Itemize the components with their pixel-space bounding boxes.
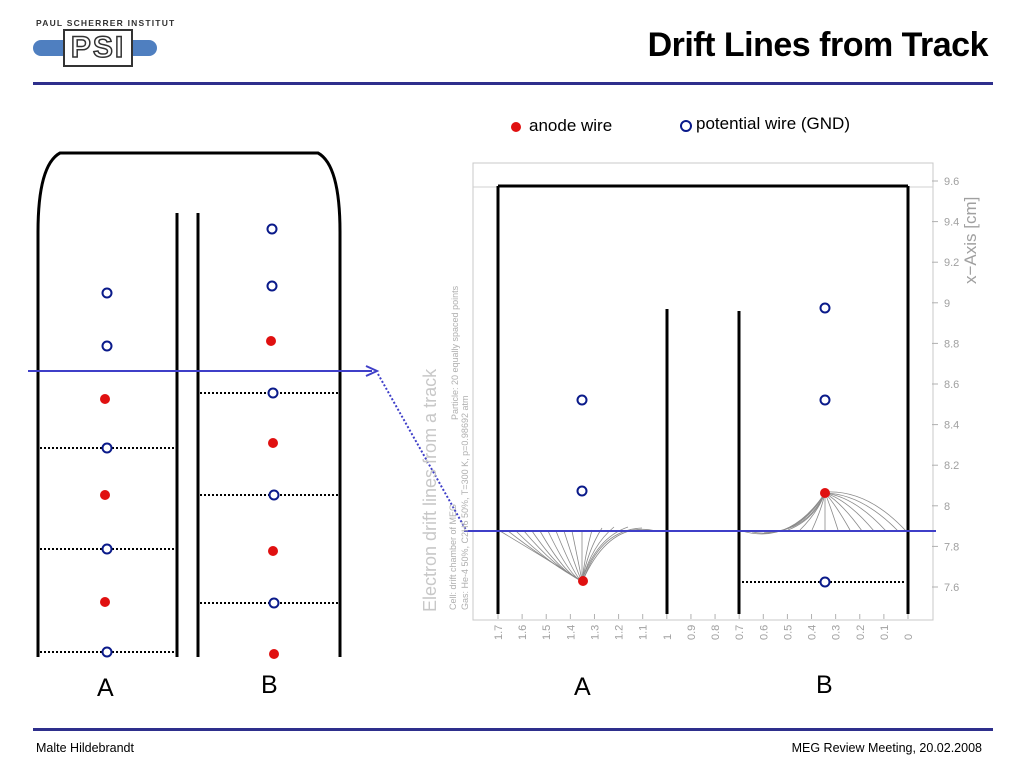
anode-wire xyxy=(100,490,110,500)
potential-wire xyxy=(268,489,280,501)
bottom-axis-tick-label: 0.7 xyxy=(734,625,746,640)
logo-org-name: PAUL SCHERRER INSTITUT xyxy=(36,18,176,28)
potential-wire xyxy=(268,597,280,609)
anode-wire xyxy=(268,546,278,556)
bottom-axis-tick-label: 1.5 xyxy=(541,625,553,640)
legend: anode wire potential wire (GND) xyxy=(508,114,908,140)
bottom-axis-tick-label: 1.7 xyxy=(493,625,505,640)
bottom-axis-tick-label: 1.2 xyxy=(614,625,626,640)
anode-wire xyxy=(269,649,279,659)
plot-gas-info: Gas: He-4 50%, C2H6 50%, T=300 K, p=0.98… xyxy=(460,396,470,610)
drift-lines-cell-b xyxy=(741,491,907,535)
right-axis-tick-label: 7.8 xyxy=(944,541,959,553)
plot-vertical-title: Electron drift lines from a track xyxy=(420,368,440,612)
drift-lines-plot: Electron drift lines from a track Cell: … xyxy=(420,162,980,640)
anode-wire xyxy=(820,488,830,498)
left-cell-b-label: B xyxy=(261,671,278,699)
anode-wire xyxy=(100,597,110,607)
potential-wire xyxy=(101,543,113,555)
right-axis-tick-label: 8.8 xyxy=(944,338,959,350)
potential-wire xyxy=(576,394,588,406)
anode-wire xyxy=(268,438,278,448)
drift-lines-cell-a xyxy=(499,526,657,582)
footer-divider xyxy=(33,728,993,731)
right-axis-tick-label: 8.6 xyxy=(944,379,959,391)
potential-wire xyxy=(101,340,113,352)
potential-wire xyxy=(819,302,831,314)
bottom-axis-tick-label: 0.9 xyxy=(686,625,698,640)
plot-frame xyxy=(472,162,934,621)
plot-cell-b-label: B xyxy=(816,671,833,699)
psi-logo: PAUL SCHERRER INSTITUT PSI xyxy=(33,18,174,68)
potential-wire xyxy=(101,442,113,454)
anode-wire xyxy=(266,336,276,346)
logo-mark: PSI xyxy=(63,29,133,67)
potential-wire-legend-label: potential wire (GND) xyxy=(696,114,850,133)
bottom-axis-tick-label: 0.5 xyxy=(782,625,794,640)
plot-cell-info: Cell: drift chamber of MEG xyxy=(448,504,458,610)
right-axis-tick-label: 7.6 xyxy=(944,582,959,594)
plot-cell-a-label: A xyxy=(574,673,591,701)
footer-event: MEG Review Meeting, 20.02.2008 xyxy=(791,741,982,755)
bottom-axis-tick-label: 1.4 xyxy=(565,625,577,640)
bottom-axis-tick-label: 0.4 xyxy=(807,625,819,640)
anode-wire-legend-label: anode wire xyxy=(529,116,613,135)
bottom-axis-tick-label: 1.3 xyxy=(589,625,601,640)
bottom-axis-tick-label: 0.2 xyxy=(855,625,867,640)
zoom-connector-line xyxy=(377,373,467,531)
anode-wire-legend-icon xyxy=(511,122,521,132)
bottom-axis-tick-label: 0.3 xyxy=(831,625,843,640)
chamber-hood-outline xyxy=(36,151,342,657)
potential-wire xyxy=(819,394,831,406)
potential-wire xyxy=(266,280,278,292)
track-arrow-icon xyxy=(365,365,380,377)
right-axis-tick-label: 9.2 xyxy=(944,257,959,269)
page-title: Drift Lines from Track xyxy=(647,26,989,64)
left-cell-a-label: A xyxy=(97,674,114,702)
header-divider xyxy=(33,82,993,85)
left-schematic xyxy=(28,151,467,659)
bottom-axis-tick-label: 1.1 xyxy=(638,625,650,640)
potential-wire-legend-icon xyxy=(680,120,692,132)
bottom-axis-tick-label: 0.6 xyxy=(758,625,770,640)
potential-wire xyxy=(266,223,278,235)
anode-wire xyxy=(578,576,588,586)
right-axis-tick-label: 8.4 xyxy=(944,420,959,432)
right-axis-tick-label: 9 xyxy=(944,298,950,310)
bottom-axis-tick-label: 0.8 xyxy=(710,625,722,640)
right-axis-tick-label: 8.2 xyxy=(944,460,959,472)
plot-particle-info: Particle: 20 equally spaced points xyxy=(450,285,460,420)
bottom-axis-ticks: 1.7 1.6 1.5 1.4 1.3 1.2 1.1 1 0.9 0.8 0.7 0.6 0.5 0.4… xyxy=(493,614,915,640)
potential-wire xyxy=(101,646,113,658)
potential-wire xyxy=(819,576,831,588)
bottom-axis-tick-label: 1.6 xyxy=(517,625,529,640)
bottom-axis-tick-label: 0.1 xyxy=(879,625,891,640)
anode-wire xyxy=(100,394,110,404)
right-axis-ticks: 9.6 9.4 9.2 9 8.8 8.6 8.4 8.2 8 7.8 7.6 xyxy=(932,176,959,594)
bottom-axis-tick-label: 1 xyxy=(662,634,674,640)
potential-wire xyxy=(267,387,279,399)
potential-wire xyxy=(101,287,113,299)
plot-x-axis-label: x−Axis [cm] xyxy=(961,197,980,284)
footer-author: Malte Hildebrandt xyxy=(36,741,134,755)
potential-wire xyxy=(576,485,588,497)
right-axis-tick-label: 9.4 xyxy=(944,217,959,229)
right-axis-tick-label: 8 xyxy=(944,501,950,513)
bottom-axis-tick-label: 0 xyxy=(903,634,915,640)
right-axis-tick-label: 9.6 xyxy=(944,176,959,188)
